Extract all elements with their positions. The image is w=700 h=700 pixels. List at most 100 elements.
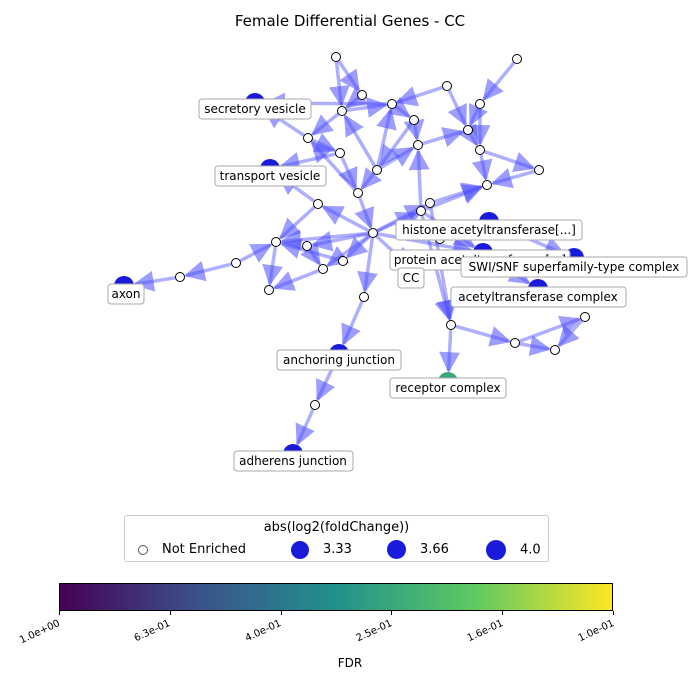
colorbar-tick-mark — [391, 611, 393, 615]
not-enriched-node — [231, 258, 241, 268]
edge-arrow — [341, 300, 364, 346]
edge-arrow — [310, 140, 356, 191]
not-enriched-node — [512, 54, 522, 64]
not-enriched-node — [372, 165, 382, 175]
not-enriched-node — [175, 272, 185, 282]
not-enriched-node — [331, 52, 341, 62]
not-enriched-node — [534, 165, 544, 175]
hollow-circle-icon — [138, 544, 148, 555]
edge-arrow — [337, 60, 361, 92]
edge-arrow — [300, 242, 322, 266]
edge-arrow — [377, 232, 475, 258]
node-label-swi-snf: SWI/SNF superfamily-type complex — [460, 256, 688, 278]
edge-arrow — [239, 243, 273, 263]
not-enriched-node — [442, 81, 452, 91]
node-label-cc: CC — [397, 267, 425, 289]
not-enriched-node — [310, 400, 320, 410]
edge-arrow — [278, 206, 316, 240]
edge-arrow — [311, 112, 340, 136]
not-enriched-node — [425, 198, 435, 208]
edge-arrow — [183, 260, 232, 282]
edge-arrow — [387, 96, 411, 118]
edge-arrow — [338, 156, 358, 190]
not-enriched-node — [264, 285, 274, 295]
edge-arrow — [447, 89, 467, 127]
not-enriched-node — [338, 256, 348, 266]
node-label-acetyltransferase-complex: acetyltransferase complex — [450, 286, 627, 308]
svg-text:anchoring junction: anchoring junction — [283, 353, 395, 367]
node-label-anchoring-junction: anchoring junction — [276, 349, 402, 371]
edge-arrow — [310, 230, 369, 252]
not-enriched-node — [357, 90, 367, 100]
edge-arrow — [346, 97, 389, 118]
colorbar-tick-mark — [59, 611, 60, 615]
svg-text:CC: CC — [403, 271, 420, 285]
svg-text:transport vesicle: transport vesicle — [220, 169, 321, 183]
not-enriched-node — [302, 241, 312, 251]
edge-arrow — [379, 122, 413, 167]
edge-arrow — [345, 87, 369, 109]
edge-arrow — [482, 61, 516, 101]
edge-arrow — [345, 235, 371, 259]
colorbar-label: FDR — [337, 656, 363, 670]
not-enriched-node — [482, 180, 492, 190]
not-enriched-node — [335, 148, 345, 158]
not-enriched-node — [475, 145, 485, 155]
edge-arrow — [357, 237, 378, 294]
svg-text:histone acetyltransferase[...]: histone acetyltransferase[...] — [402, 223, 576, 237]
not-enriched-node — [303, 133, 313, 143]
colorbar-tick-mark — [169, 611, 171, 615]
not-enriched-node — [368, 228, 378, 238]
edge-arrow — [395, 85, 443, 107]
node-label-adherens-junction: adherens junction — [233, 450, 354, 472]
node-label-secretory-vesicle: secretory vesicle — [198, 98, 312, 120]
not-enriched-node — [580, 312, 590, 322]
svg-text:axon: axon — [111, 287, 140, 301]
not-enriched-node — [313, 199, 323, 209]
edge-arrow — [272, 269, 319, 291]
edge-arrow — [408, 148, 430, 207]
edge-arrow — [471, 154, 493, 182]
node-label-axon: axon — [107, 283, 145, 305]
legend-item-size-1: 3.33 — [291, 540, 352, 560]
node-label-receptor-complex: receptor complex — [389, 377, 507, 399]
filled-circle-icon — [387, 540, 406, 559]
not-enriched-node — [413, 140, 423, 150]
not-enriched-node — [359, 292, 369, 302]
edge-arrow — [439, 329, 461, 374]
legend-item-not-enriched: Not Enriched — [138, 540, 246, 560]
not-enriched-node — [510, 338, 520, 348]
edge-arrow — [422, 127, 465, 148]
svg-text:acetyltransferase complex: acetyltransferase complex — [458, 290, 618, 304]
edge-arrow — [519, 315, 582, 343]
not-enriched-node — [353, 188, 363, 198]
not-enriched-node — [387, 99, 397, 109]
colorbar-tick-mark — [502, 611, 504, 615]
not-enriched-node — [416, 206, 426, 216]
edge-arrow — [468, 102, 488, 127]
legend-item-size-2: 3.66 — [387, 540, 449, 560]
filled-circle-icon — [486, 540, 506, 560]
not-enriched-node — [446, 320, 456, 330]
not-enriched-node — [271, 237, 281, 247]
node-label-histone-acetyltransferase: histone acetyltransferase[...] — [395, 219, 583, 241]
chart-title: Female Differential Genes - CC — [234, 12, 466, 30]
not-enriched-node — [337, 106, 347, 116]
edge-arrow — [484, 149, 536, 172]
fdr-colorbar — [59, 583, 613, 611]
colorbar-tick-mark — [280, 611, 282, 615]
not-enriched-node — [318, 264, 328, 274]
edge-arrow — [343, 114, 376, 167]
edge-arrow — [354, 197, 375, 230]
edge-arrow — [295, 408, 315, 446]
edge-arrow — [360, 167, 382, 190]
not-enriched-node — [550, 345, 560, 355]
filled-circle-icon — [291, 540, 309, 559]
edge-arrow — [434, 182, 484, 204]
legend-title: abs(log2(foldChange)) — [263, 520, 410, 535]
svg-text:SWI/SNF superfamily-type compl: SWI/SNF superfamily-type complex — [469, 260, 680, 274]
edge-arrow — [490, 168, 535, 189]
edge-arrow — [321, 205, 370, 233]
svg-text:receptor complex: receptor complex — [395, 381, 500, 395]
edge-arrow — [279, 238, 339, 262]
